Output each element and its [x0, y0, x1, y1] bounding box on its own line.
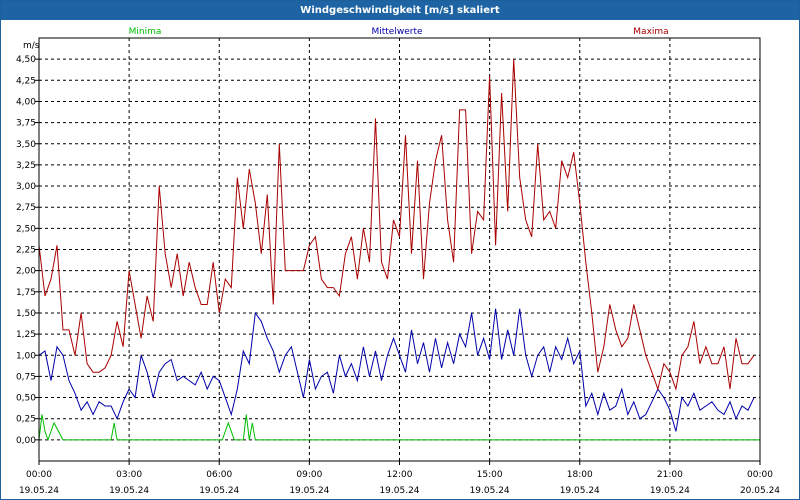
legend-mittelwerte: Mittelwerte — [371, 27, 422, 37]
x-tick-date: 19.05.24 — [379, 486, 419, 496]
x-tick-time: 18:00 — [567, 470, 593, 480]
y-tick-label: 0,25 — [16, 415, 36, 425]
y-tick-label: 4,25 — [16, 76, 36, 86]
y-axis: 0,00 0,25 0,50 0,75 1,00 1,25 1,50 1,75 2,00 2,25… — [16, 55, 39, 446]
x-tick-time: 15:00 — [477, 470, 503, 480]
x-tick-time: 06:00 — [206, 470, 232, 480]
legend-maxima: Maxima — [633, 27, 668, 37]
legend: Minima Mittelwerte Maxima — [129, 27, 669, 37]
x-tick-date: 19.05.24 — [19, 486, 59, 496]
y-tick-label: 2,75 — [16, 203, 36, 213]
y-tick-label: 1,25 — [16, 330, 36, 340]
y-tick-label: 0,00 — [16, 436, 36, 446]
x-tick-date: 19.05.24 — [109, 486, 149, 496]
grid — [39, 38, 760, 461]
y-tick-label: 1,50 — [16, 309, 36, 319]
x-axis: 00:00 19.05.24 03:00 19.05.24 06:00 19.05.24 0… — [19, 461, 780, 496]
x-tick-time: 00:00 — [747, 470, 773, 480]
x-tick-time: 00:00 — [26, 470, 52, 480]
x-tick-time: 21:00 — [657, 470, 683, 480]
y-tick-label: 3,25 — [16, 161, 36, 171]
y-tick-label: 2,00 — [16, 267, 36, 277]
x-tick-time: 12:00 — [387, 470, 413, 480]
x-tick-time: 09:00 — [296, 470, 322, 480]
series-line-maxima — [38, 59, 755, 392]
y-tick-label: 2,25 — [16, 246, 36, 256]
x-tick-date: 20.05.24 — [740, 486, 780, 496]
legend-minima: Minima — [129, 27, 162, 37]
y-tick-label: 2,50 — [16, 224, 36, 234]
series-lines — [38, 59, 760, 442]
series-line-mittelwerte — [38, 308, 755, 432]
y-axis-label: m/s — [23, 41, 40, 51]
x-tick-time: 03:00 — [116, 470, 142, 480]
x-tick-date: 19.05.24 — [650, 486, 690, 496]
y-tick-label: 4,00 — [16, 97, 36, 107]
y-tick-label: 3,00 — [16, 182, 36, 192]
x-tick-date: 19.05.24 — [470, 486, 510, 496]
series-line-minima — [38, 414, 760, 442]
y-tick-label: 1,00 — [16, 351, 36, 361]
x-tick-date: 19.05.24 — [289, 486, 329, 496]
chart-title: Windgeschwindigkeit [m/s] skaliert — [1, 1, 799, 20]
y-tick-label: 0,75 — [16, 372, 36, 382]
y-tick-label: 4,50 — [16, 55, 36, 65]
y-tick-label: 1,75 — [16, 288, 36, 298]
y-tick-label: 0,50 — [16, 394, 36, 404]
x-tick-date: 19.05.24 — [560, 486, 600, 496]
y-tick-label: 3,50 — [16, 140, 36, 150]
x-tick-date: 19.05.24 — [199, 486, 239, 496]
y-tick-label: 3,75 — [16, 119, 36, 129]
